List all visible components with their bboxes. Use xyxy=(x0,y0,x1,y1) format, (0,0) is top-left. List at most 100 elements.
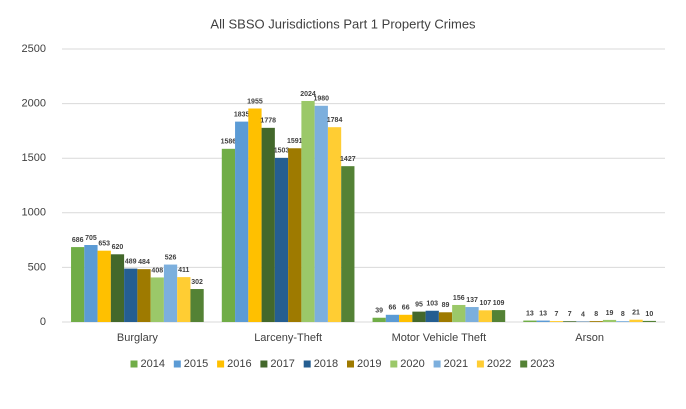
bar xyxy=(221,148,236,322)
bar xyxy=(589,321,603,322)
legend-label: 2023 xyxy=(530,358,554,370)
value-label: 95 xyxy=(415,301,423,308)
bar xyxy=(438,312,453,322)
value-label: 302 xyxy=(191,279,203,286)
value-label: 8 xyxy=(594,311,598,318)
legend-swatch xyxy=(303,360,311,368)
bar xyxy=(372,317,386,322)
x-tick-label: Arson xyxy=(575,332,604,344)
value-label: 1980 xyxy=(314,96,330,103)
bar xyxy=(110,254,125,322)
value-label: 107 xyxy=(479,300,491,307)
legend-label: 2017 xyxy=(270,358,294,370)
y-tick-label: 0 xyxy=(40,316,46,328)
value-label: 484 xyxy=(138,259,150,266)
y-tick-label: 500 xyxy=(28,261,46,273)
value-label: 39 xyxy=(375,308,383,315)
value-label: 1955 xyxy=(247,98,263,105)
bar xyxy=(288,148,302,322)
value-label: 21 xyxy=(632,310,640,317)
legend-label: 2018 xyxy=(314,358,338,370)
value-label: 13 xyxy=(539,310,547,317)
bar xyxy=(124,268,138,322)
bar xyxy=(478,310,492,322)
value-label: 19 xyxy=(606,310,614,317)
bar xyxy=(412,311,426,322)
y-tick-label: 1000 xyxy=(22,207,46,219)
legend-swatch xyxy=(260,360,268,368)
value-label: 4 xyxy=(581,311,585,318)
x-tick-label: Larceny-Theft xyxy=(254,332,322,344)
legend-label: 2020 xyxy=(400,358,424,370)
bar xyxy=(177,277,191,322)
y-tick-label: 2000 xyxy=(22,98,46,110)
value-label: 89 xyxy=(442,302,450,309)
bar xyxy=(549,321,564,322)
value-label: 705 xyxy=(85,235,97,242)
legend-label: 2021 xyxy=(444,358,468,370)
bar xyxy=(274,157,289,322)
bar xyxy=(301,100,315,322)
value-label: 1784 xyxy=(327,117,343,124)
bar xyxy=(248,108,262,322)
legend-label: 2014 xyxy=(141,358,165,370)
bar xyxy=(163,264,178,322)
value-label: 2024 xyxy=(300,91,316,98)
value-label: 156 xyxy=(453,295,465,302)
value-label: 66 xyxy=(389,305,397,312)
bar xyxy=(341,166,355,322)
legend-swatch xyxy=(130,360,138,368)
value-label: 66 xyxy=(402,305,410,312)
value-label: 8 xyxy=(621,311,625,318)
value-label: 7 xyxy=(568,311,572,318)
value-label: 489 xyxy=(125,258,137,265)
value-label: 109 xyxy=(493,300,505,307)
value-label: 653 xyxy=(98,241,110,248)
bar xyxy=(71,247,85,322)
bar xyxy=(399,314,413,322)
bar xyxy=(327,127,342,323)
y-tick-label: 1500 xyxy=(22,152,46,164)
legend-label: 2016 xyxy=(227,358,251,370)
value-label: 103 xyxy=(426,301,438,308)
bar xyxy=(452,304,466,322)
legend-swatch xyxy=(433,360,441,368)
bar xyxy=(602,319,617,322)
bar xyxy=(150,277,164,322)
bar xyxy=(190,289,204,322)
legend-swatch xyxy=(347,360,354,368)
legend-label: 2022 xyxy=(487,358,511,370)
bar xyxy=(536,320,550,322)
legend-swatch xyxy=(476,360,484,368)
legend-label: 2019 xyxy=(357,358,381,370)
bar xyxy=(314,105,328,322)
bar xyxy=(523,320,537,322)
value-label: 1427 xyxy=(340,156,356,163)
value-label: 1778 xyxy=(260,118,276,125)
bar xyxy=(385,314,400,322)
value-label: 10 xyxy=(645,311,653,318)
bar xyxy=(97,250,111,322)
value-label: 408 xyxy=(151,267,163,274)
value-label: 137 xyxy=(466,297,478,304)
bar xyxy=(642,320,656,322)
legend-swatch xyxy=(390,360,398,368)
value-label: 1591 xyxy=(287,138,303,145)
value-label: 620 xyxy=(112,244,124,251)
x-tick-label: Motor Vehicle Theft xyxy=(392,332,487,344)
legend-swatch xyxy=(520,360,528,368)
chart-title: All SBSO Jurisdictions Part 1 Property C… xyxy=(210,16,476,31)
value-label: 686 xyxy=(72,237,84,244)
bar xyxy=(261,127,275,322)
legend-label: 2015 xyxy=(184,358,208,370)
bar xyxy=(465,307,479,322)
bar xyxy=(235,121,249,322)
x-tick-label: Burglary xyxy=(117,332,158,344)
legend-swatch xyxy=(173,360,181,368)
value-label: 526 xyxy=(165,254,177,261)
bar xyxy=(84,245,98,322)
bar xyxy=(425,310,439,322)
value-label: 1503 xyxy=(274,148,290,155)
